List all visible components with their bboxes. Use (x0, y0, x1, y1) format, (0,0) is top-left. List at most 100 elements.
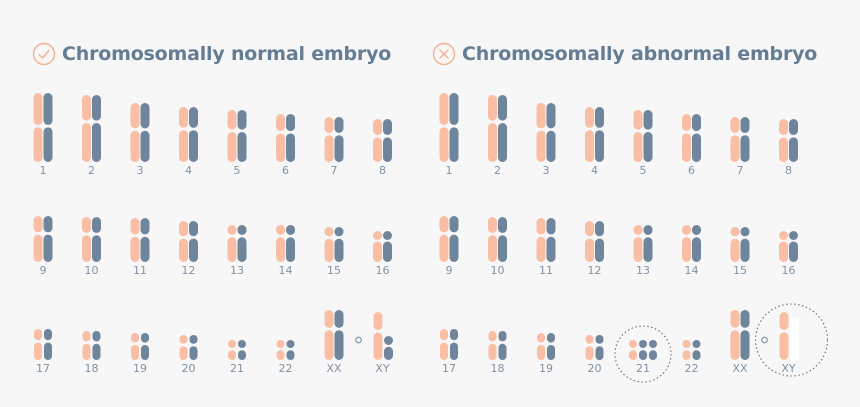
maternal-chromatid (276, 225, 285, 262)
chromosome-label-8: 8 (785, 164, 792, 177)
chromosome-label-18: 18 (85, 362, 99, 375)
chromosome-20: 20 (585, 335, 604, 375)
x-chromosome (373, 312, 383, 360)
paternal-chromatid (43, 216, 53, 262)
chromosome-label-17: 17 (442, 362, 456, 375)
maternal-chromatid (682, 340, 691, 360)
chromosome-3: 3 (130, 103, 150, 177)
chromosome-9: 9 (439, 216, 459, 277)
paternal-chromatid (643, 225, 653, 262)
chromosome-label-18: 18 (491, 362, 505, 375)
ring-marker-icon (355, 336, 362, 344)
maternal-chromatid (179, 221, 188, 262)
normal-embryo-title: Chromosomally normal embryo (62, 43, 392, 65)
maternal-chromatid (227, 110, 237, 162)
chromosome-label-2: 2 (494, 164, 501, 177)
chromosome-9: 9 (33, 216, 53, 277)
chromosome-7: 7 (324, 117, 344, 177)
maternal-chromatid (33, 216, 43, 262)
chromosome-label-12: 12 (588, 264, 602, 277)
paternal-chromatid (740, 117, 750, 162)
chromosome-label-7: 7 (737, 164, 744, 177)
chromosome-label-XX: XX (732, 362, 748, 375)
x-chromosome-paternal (740, 310, 750, 360)
chromosome-15: 15 (730, 227, 750, 277)
chromosome-6: 6 (276, 114, 295, 177)
chromosome-label-20: 20 (588, 362, 602, 375)
maternal-chromatid (227, 225, 237, 262)
maternal-chromatid (130, 218, 140, 262)
paternal-chromatid (189, 335, 198, 360)
paternal-chromatid (237, 225, 247, 262)
chromosome-21-copy-3 (649, 340, 657, 360)
paternal-chromatid (595, 107, 604, 162)
chromosome-label-XY: XY (781, 362, 796, 375)
chromosome-15: 15 (324, 227, 344, 277)
chromosome-label-13: 13 (636, 264, 650, 277)
chromosome-5: 5 (633, 110, 653, 177)
chromosome-8: 8 (779, 119, 798, 177)
maternal-chromatid (536, 218, 546, 262)
chromosome-XX: XX (730, 310, 750, 375)
paternal-chromatid (334, 117, 344, 162)
paternal-chromatid (789, 231, 798, 262)
maternal-chromatid (488, 217, 497, 262)
chromosome-8: 8 (373, 119, 392, 177)
paternal-chromatid (140, 218, 150, 262)
paternal-chromatid (595, 221, 604, 262)
chromosome-label-6: 6 (688, 164, 695, 177)
chromosome-label-14: 14 (685, 264, 699, 277)
maternal-chromatid (82, 95, 91, 162)
chromosome-XX: XX (324, 310, 344, 375)
chromosome-label-16: 16 (782, 264, 796, 277)
maternal-chromatid (276, 114, 285, 162)
maternal-chromatid (633, 110, 643, 162)
paternal-chromatid (449, 93, 459, 162)
paternal-chromatid (92, 331, 101, 360)
maternal-chromatid (779, 119, 788, 162)
abnormal-embryo-heading: Chromosomally abnormal embryo (432, 40, 817, 68)
chromosome-6: 6 (682, 114, 701, 177)
paternal-chromatid (546, 218, 556, 262)
maternal-chromatid (324, 117, 334, 162)
paternal-chromatid (189, 221, 198, 262)
chromosome-17: 17 (34, 329, 52, 375)
chromosome-13: 13 (227, 225, 247, 277)
maternal-chromatid (82, 331, 91, 360)
maternal-chromatid (439, 216, 449, 262)
maternal-chromatid (228, 340, 236, 360)
check-circle-icon (32, 42, 56, 66)
maternal-chromatid (682, 114, 691, 162)
missing-y-chromosome (790, 318, 799, 360)
maternal-chromatid (373, 231, 382, 262)
chromosome-3: 3 (536, 103, 556, 177)
chromosome-12: 12 (179, 221, 198, 277)
chromosome-label-1: 1 (446, 164, 453, 177)
maternal-chromatid (536, 103, 546, 162)
chromosome-22: 22 (682, 340, 701, 375)
chromosome-10: 10 (82, 217, 101, 277)
paternal-chromatid (547, 333, 555, 360)
paternal-chromatid (692, 225, 701, 262)
chromosome-label-22: 22 (279, 362, 293, 375)
paternal-chromatid (789, 119, 798, 162)
maternal-chromatid (179, 335, 188, 360)
chromosome-11: 11 (130, 218, 150, 277)
maternal-chromatid (82, 217, 91, 262)
paternal-chromatid (92, 217, 101, 262)
chromosome-1: 1 (33, 93, 53, 177)
paternal-chromatid (383, 231, 392, 262)
chromosome-18: 18 (82, 331, 101, 375)
chromosome-label-9: 9 (40, 264, 47, 277)
chromosome-18: 18 (488, 331, 507, 375)
chromosome-label-11: 11 (133, 264, 147, 277)
chromosome-16: 16 (373, 231, 392, 277)
paternal-chromatid (498, 331, 507, 360)
maternal-chromatid (276, 340, 285, 360)
chromosome-label-5: 5 (234, 164, 241, 177)
paternal-chromatid (141, 333, 149, 360)
chromosome-label-19: 19 (133, 362, 147, 375)
x-chromosome-paternal (334, 310, 344, 360)
paternal-chromatid (740, 227, 750, 262)
